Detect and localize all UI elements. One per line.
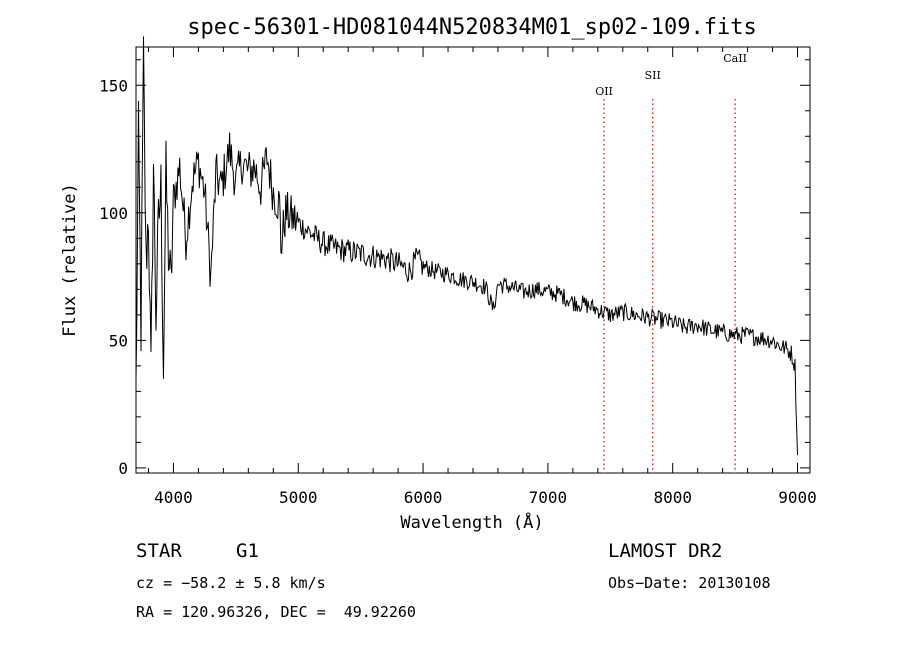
y-tick-label: 100: [99, 204, 128, 223]
plot-frame: [135, 46, 811, 474]
coordinates: RA = 120.96326, DEC = 49.92260: [136, 603, 416, 621]
chart-title: spec-56301-HD081044N520834M01_sp02-109.f…: [187, 15, 757, 40]
x-tick-label: 9000: [778, 488, 817, 507]
x-tick-label: 5000: [279, 488, 318, 507]
y-axis-label: Flux (relative): [60, 183, 80, 337]
x-axis-label: Wavelength (Å): [400, 511, 543, 533]
object-subclass: G1: [236, 540, 259, 562]
y-tick-label: 150: [99, 76, 128, 95]
y-tick-label: 50: [109, 331, 128, 350]
x-tick-label: 7000: [529, 488, 568, 507]
x-tick-label: 4000: [154, 488, 193, 507]
object-type: STAR: [136, 540, 182, 562]
y-tick-label: 0: [118, 459, 128, 478]
x-tick-label: 8000: [653, 488, 692, 507]
observation-date: Obs−Date: 20130108: [608, 574, 771, 592]
annotation-label: OII: [595, 85, 613, 98]
survey-name: LAMOST DR2: [608, 540, 723, 562]
annotation-label: CaII: [723, 52, 747, 65]
spectrum-line: [135, 36, 799, 456]
x-tick-label: 6000: [404, 488, 443, 507]
redshift-velocity: cz = −58.2 ± 5.8 km/s: [136, 574, 326, 592]
annotation-label: SII: [645, 69, 661, 82]
